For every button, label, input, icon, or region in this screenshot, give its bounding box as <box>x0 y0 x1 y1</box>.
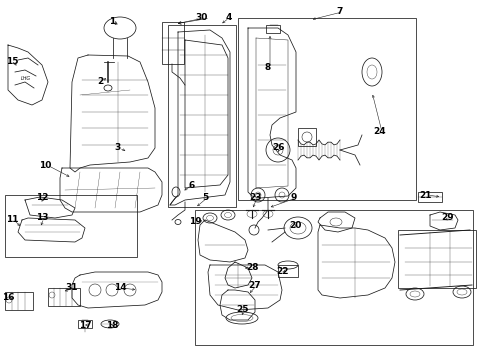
Text: 12: 12 <box>36 194 48 202</box>
Text: 29: 29 <box>441 213 454 222</box>
Text: 26: 26 <box>272 144 284 153</box>
Text: 21: 21 <box>419 190 431 199</box>
Bar <box>398 230 476 288</box>
Text: 11: 11 <box>6 216 18 225</box>
Text: 1: 1 <box>109 18 115 27</box>
Text: 25: 25 <box>236 306 248 315</box>
Bar <box>266 25 280 33</box>
Text: 22: 22 <box>276 267 288 276</box>
Text: 9: 9 <box>291 194 297 202</box>
Text: 8: 8 <box>265 63 271 72</box>
Text: 16: 16 <box>2 293 14 302</box>
Text: 17: 17 <box>79 320 91 329</box>
Text: 24: 24 <box>374 127 386 136</box>
Bar <box>162 22 184 64</box>
Text: 15: 15 <box>6 58 18 67</box>
Text: 14: 14 <box>114 284 126 292</box>
Text: 13: 13 <box>36 213 48 222</box>
Bar <box>298 128 316 146</box>
Bar <box>168 25 236 207</box>
Text: 10: 10 <box>39 161 51 170</box>
Bar <box>5 195 137 257</box>
Text: 19: 19 <box>189 217 201 226</box>
Bar <box>238 18 416 200</box>
Text: 3: 3 <box>114 144 120 153</box>
Text: 2: 2 <box>97 77 103 86</box>
Text: 4: 4 <box>226 13 232 22</box>
Bar <box>48 288 80 306</box>
Text: 23: 23 <box>249 194 261 202</box>
Bar <box>5 292 33 310</box>
Bar <box>418 192 442 202</box>
Text: 30: 30 <box>196 13 208 22</box>
Text: 18: 18 <box>106 320 118 329</box>
Bar <box>78 320 92 328</box>
Text: 31: 31 <box>66 284 78 292</box>
Text: 5: 5 <box>202 194 208 202</box>
Bar <box>195 210 473 345</box>
Text: 27: 27 <box>249 280 261 289</box>
Text: 28: 28 <box>246 264 258 273</box>
Text: 20: 20 <box>289 220 301 230</box>
Bar <box>278 265 298 277</box>
Text: 7: 7 <box>337 8 343 17</box>
Text: LHG: LHG <box>21 76 31 81</box>
Text: 6: 6 <box>189 180 195 189</box>
